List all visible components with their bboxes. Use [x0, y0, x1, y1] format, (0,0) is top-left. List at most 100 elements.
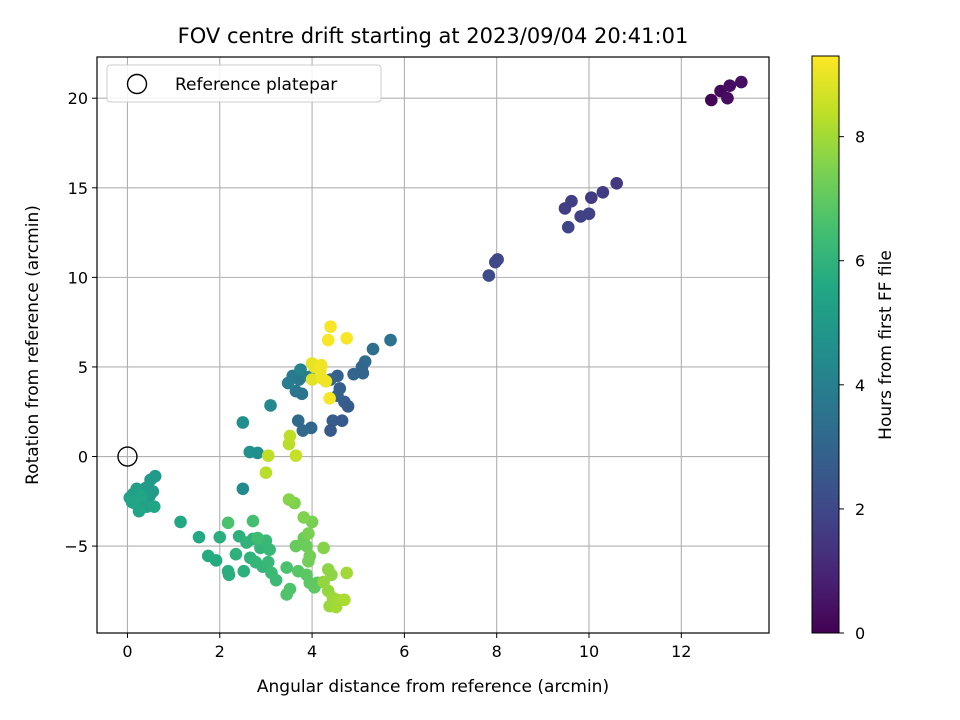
- colorbar-label: Hours from first FF file: [876, 250, 896, 440]
- legend-marker-icon: [126, 73, 148, 95]
- data-point: [280, 561, 293, 574]
- data-point: [174, 515, 187, 529]
- data-point: [147, 500, 161, 513]
- data-point: [297, 511, 311, 524]
- colorbar: 0 2 4 6 8 Hours from first FF file: [811, 55, 896, 643]
- y-tick-label: 20: [68, 89, 88, 108]
- colorbar-tick-label: 8: [855, 128, 865, 147]
- data-point: [263, 543, 276, 556]
- chart-title: FOV centre drift starting at 2023/09/04 …: [178, 24, 689, 48]
- data-point: [251, 531, 264, 545]
- x-axis-ticks: 0 2 4 6 8 10 12: [122, 633, 691, 661]
- x-tick-label: 4: [307, 642, 317, 661]
- legend: Reference platepar: [106, 64, 382, 103]
- data-point: [281, 376, 295, 390]
- x-tick-label: 12: [671, 642, 691, 661]
- colorbar-gradient: [811, 55, 840, 634]
- data-point: [261, 555, 275, 569]
- y-axis-label: Rotation from reference (arcmin): [23, 205, 43, 485]
- colorbar-tick-label: 0: [855, 624, 865, 643]
- y-tick-label: −5: [64, 537, 88, 556]
- data-point: [482, 269, 496, 282]
- data-point: [300, 539, 313, 553]
- data-point: [246, 514, 260, 528]
- data-point: [341, 400, 355, 413]
- data-point: [302, 527, 315, 540]
- data-point: [321, 333, 335, 347]
- data-point: [289, 449, 303, 462]
- data-point: [236, 482, 250, 496]
- legend-entry-label: Reference platepar: [175, 75, 337, 95]
- y-tick-label: 15: [68, 179, 88, 198]
- data-point: [289, 384, 303, 398]
- data-point: [326, 414, 340, 427]
- data-point: [323, 392, 336, 405]
- data-point: [721, 91, 734, 105]
- data-point: [192, 530, 206, 544]
- data-point: [561, 220, 575, 234]
- data-point: [280, 588, 293, 601]
- data-point: [356, 366, 370, 380]
- data-point: [294, 363, 307, 376]
- data-point: [319, 374, 333, 388]
- data-point: [283, 429, 297, 443]
- data-point: [338, 593, 351, 607]
- data-point: [221, 516, 235, 530]
- data-point: [317, 541, 330, 555]
- data-point: [610, 177, 623, 190]
- data-point: [596, 185, 610, 199]
- data-point: [315, 358, 328, 372]
- data-point: [296, 424, 310, 437]
- data-point: [305, 373, 319, 386]
- legend-box: [106, 64, 382, 103]
- data-point: [384, 333, 397, 347]
- data-point: [329, 600, 343, 614]
- data-point: [705, 93, 718, 107]
- reference-platepar-marker: [117, 446, 138, 467]
- data-point: [213, 530, 227, 544]
- data-point: [340, 331, 353, 345]
- colorbar-tick-label: 6: [855, 252, 865, 271]
- data-points: [123, 75, 748, 614]
- x-tick-label: 6: [399, 642, 409, 661]
- data-point: [269, 573, 283, 587]
- data-point: [222, 568, 236, 582]
- data-point: [335, 414, 349, 427]
- data-point: [558, 202, 572, 215]
- data-point: [489, 255, 502, 269]
- data-point: [347, 367, 360, 381]
- data-point: [324, 320, 337, 333]
- x-tick-label: 10: [579, 642, 599, 661]
- data-point: [340, 566, 353, 580]
- data-point: [366, 342, 380, 356]
- data-point: [236, 416, 250, 429]
- x-tick-label: 0: [122, 642, 132, 661]
- data-point: [291, 414, 305, 427]
- x-axis-label: Angular distance from reference (arcmin): [257, 677, 609, 697]
- data-point: [132, 504, 146, 518]
- data-point: [302, 555, 315, 568]
- data-point: [135, 489, 148, 503]
- colorbar-ticks: 0 2 4 6 8: [839, 128, 865, 643]
- data-point: [289, 539, 303, 553]
- plot-frame: [96, 56, 770, 634]
- y-tick-label: 0: [78, 448, 88, 467]
- data-point: [261, 449, 275, 462]
- reference-point-layer: [117, 446, 138, 467]
- grid-lines: [97, 57, 769, 633]
- data-point: [723, 79, 737, 92]
- data-point: [324, 424, 337, 437]
- data-point: [282, 493, 296, 506]
- data-point: [585, 191, 598, 204]
- data-point: [229, 547, 243, 561]
- y-axis-ticks: −5 0 5 10 15 20: [64, 89, 97, 556]
- data-point: [209, 554, 223, 567]
- y-tick-label: 10: [68, 268, 88, 287]
- data-point: [259, 466, 273, 479]
- x-tick-label: 8: [492, 642, 502, 661]
- data-point: [735, 75, 748, 89]
- data-point: [574, 210, 587, 223]
- colorbar-tick-label: 2: [855, 500, 865, 519]
- x-tick-label: 2: [215, 642, 225, 661]
